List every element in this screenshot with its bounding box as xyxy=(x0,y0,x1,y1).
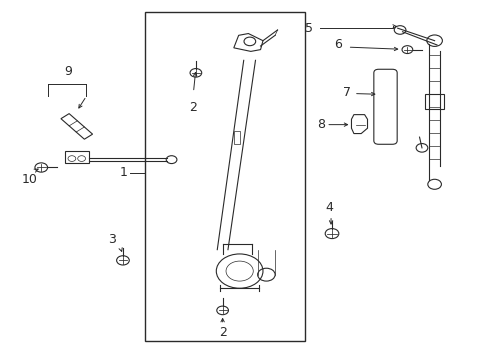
Text: 3: 3 xyxy=(108,233,116,246)
Bar xyxy=(144,12,305,341)
Bar xyxy=(64,151,89,163)
Text: 4: 4 xyxy=(325,201,333,214)
Text: 8: 8 xyxy=(316,118,324,131)
Text: 10: 10 xyxy=(21,173,38,186)
Text: 6: 6 xyxy=(333,39,341,51)
Text: 9: 9 xyxy=(64,65,72,78)
Text: 2: 2 xyxy=(218,327,226,339)
Text: 1: 1 xyxy=(120,166,127,179)
Bar xyxy=(425,94,443,109)
Text: 7: 7 xyxy=(343,86,351,99)
Text: 2: 2 xyxy=(189,102,197,114)
Bar xyxy=(234,131,240,144)
Text: 5: 5 xyxy=(304,22,312,35)
